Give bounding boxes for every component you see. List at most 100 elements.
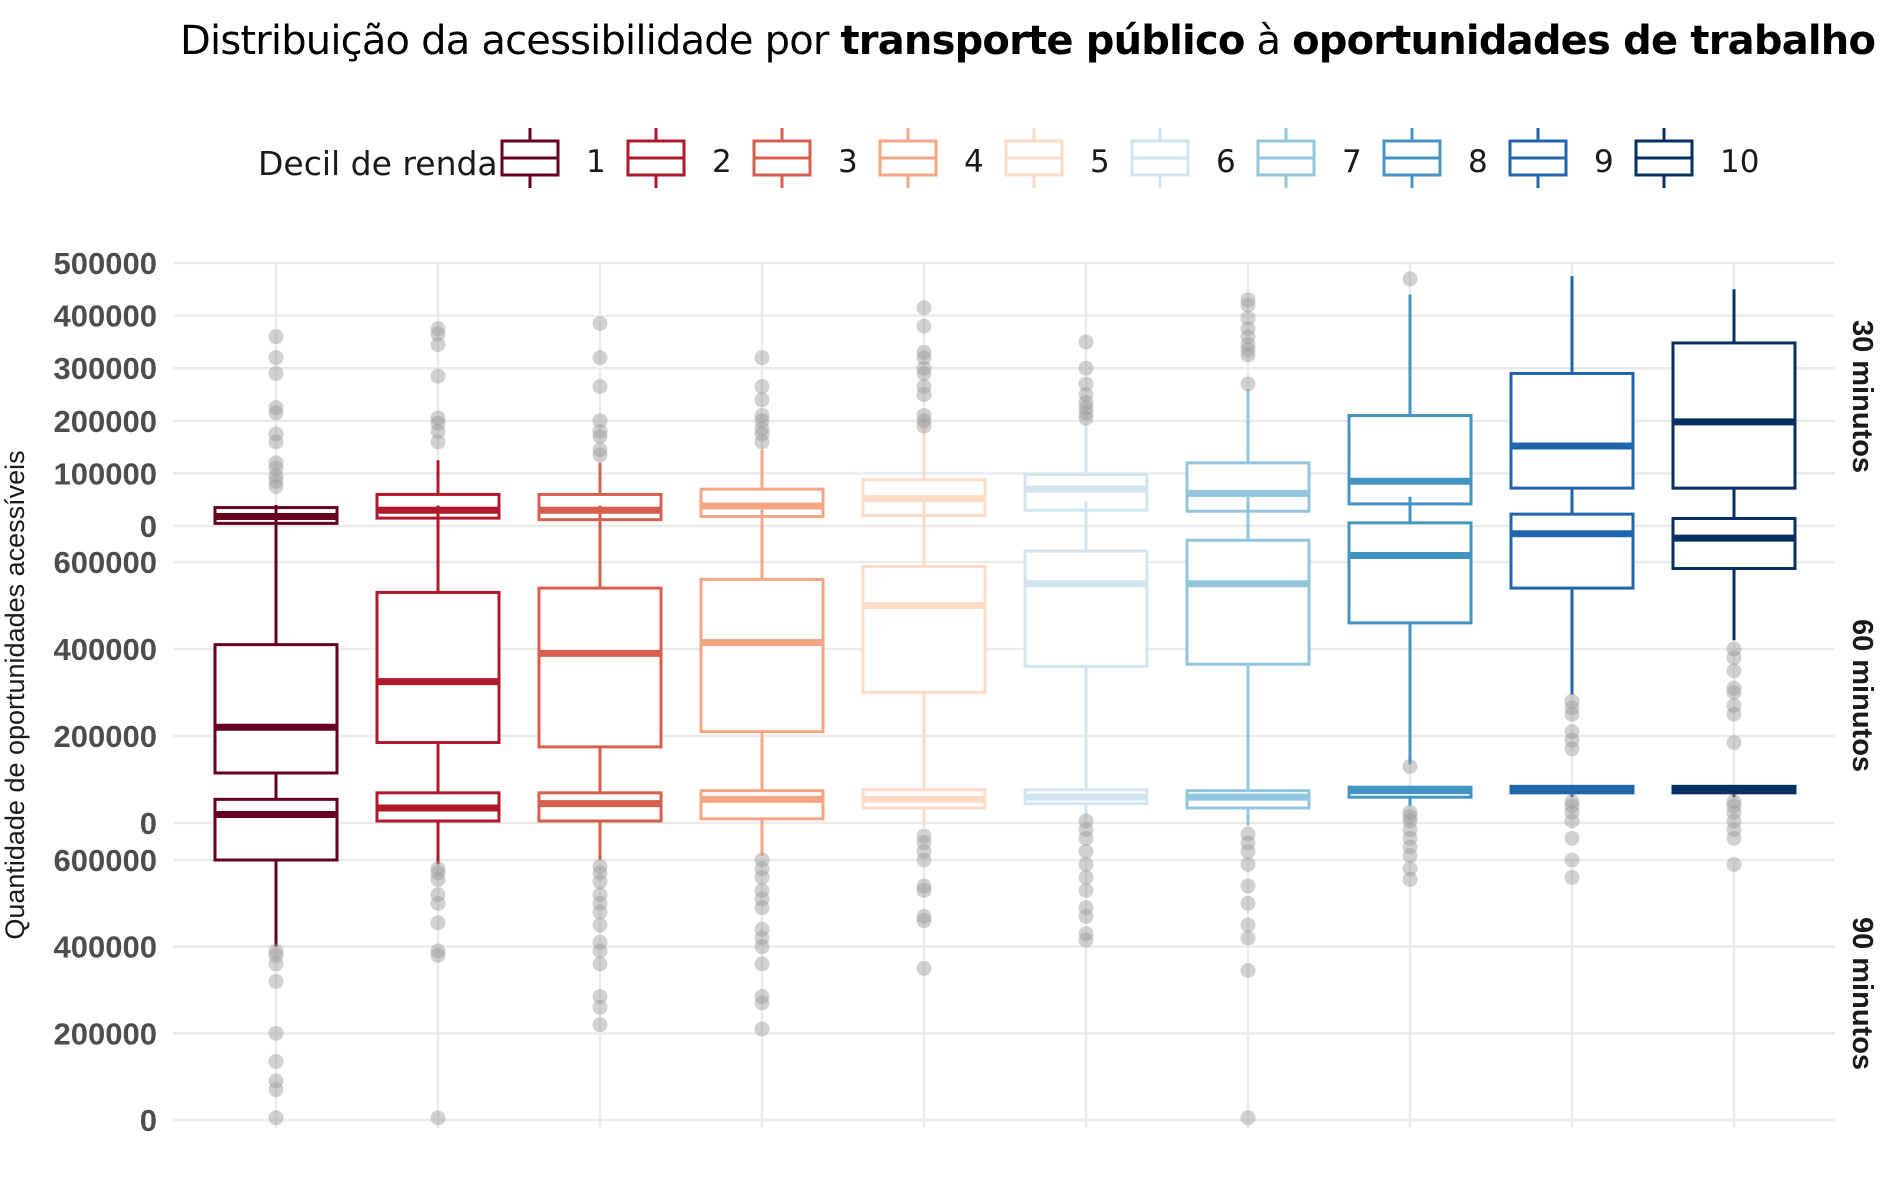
y-tick-label: 0 (140, 509, 157, 544)
outlier-point (754, 852, 770, 868)
legend-title: Decil de renda (258, 144, 498, 183)
outlier-point (754, 379, 770, 395)
outlier-point (592, 442, 608, 458)
box-decil-6 (1023, 334, 1149, 526)
facet-strip-label: 60 minutos (1846, 619, 1878, 772)
outlier-point (1726, 706, 1742, 722)
y-tick-label: 200000 (54, 719, 157, 754)
box-iqr (375, 590, 501, 745)
outlier-point (430, 434, 446, 450)
outlier-point (1240, 963, 1256, 978)
outlier-point (1078, 394, 1094, 410)
outlier-point (268, 426, 284, 442)
outlier-point (592, 865, 608, 881)
outlier-point (268, 365, 284, 381)
outlier-point (1726, 698, 1742, 714)
outlier-point (1078, 360, 1094, 376)
title-part-4: oportunidades de trabalho (1292, 18, 1876, 64)
outlier-point (1726, 735, 1742, 751)
outlier-point (754, 408, 770, 424)
outlier-point (1078, 830, 1094, 846)
outlier-point (1078, 900, 1094, 916)
box-iqr (213, 797, 339, 862)
outlier-point (592, 379, 608, 395)
outlier-point (916, 387, 932, 402)
title-part-2: transporte público (840, 18, 1245, 64)
legend-label: 7 (1342, 144, 1362, 180)
outlier-point (268, 943, 284, 959)
outlier-point (430, 895, 446, 911)
outlier-point (1078, 932, 1094, 948)
box-iqr (1509, 512, 1635, 590)
outlier-point (1240, 376, 1256, 392)
box-decil-9 (1509, 784, 1635, 885)
outlier-point (430, 943, 446, 959)
outlier-point (1726, 804, 1742, 820)
box-iqr (1671, 517, 1797, 571)
box-iqr (1023, 549, 1149, 668)
outlier-point (916, 300, 932, 316)
y-tick-label: 500000 (54, 246, 157, 281)
outlier-point (1726, 830, 1742, 846)
outlier-point (1726, 641, 1742, 657)
outlier-point (1240, 310, 1256, 326)
outlier-point (754, 891, 770, 907)
outlier-point (268, 1082, 284, 1098)
outlier-point (1240, 321, 1256, 337)
outlier-point (1240, 856, 1256, 872)
outlier-point (1564, 869, 1580, 885)
outlier-point (916, 913, 932, 929)
outlier-point (268, 455, 284, 471)
box-decil-4 (699, 509, 825, 813)
outlier-point (268, 329, 284, 345)
outlier-point (430, 415, 446, 431)
outlier-point (268, 468, 284, 484)
outlier-point (916, 908, 932, 924)
box-iqr (1347, 521, 1473, 625)
y-tick-label: 600000 (54, 545, 157, 580)
outlier-point (268, 956, 284, 972)
box-decil-2 (375, 505, 501, 823)
box-iqr (1185, 538, 1311, 666)
outlier-point (430, 947, 446, 963)
box-iqr (861, 564, 987, 694)
outlier-point (1240, 878, 1256, 894)
y-tick-label: 200000 (54, 1016, 157, 1051)
outlier-point (1240, 337, 1256, 353)
outlier-point (916, 878, 932, 894)
outlier-point (916, 835, 932, 851)
outlier-point (268, 973, 284, 989)
outlier-point (754, 956, 770, 972)
outlier-point (430, 915, 446, 931)
box-decil-9 (1509, 496, 1635, 757)
legend-label: 6 (1216, 144, 1236, 180)
legend-label: 2 (712, 144, 732, 180)
legend-entry: 3 (752, 128, 858, 188)
legend-label: 9 (1594, 144, 1614, 180)
outlier-point (592, 999, 608, 1015)
y-tick-label: 100000 (54, 456, 157, 491)
legend-entry: 2 (626, 128, 732, 188)
outlier-point (916, 365, 932, 381)
outlier-point (1564, 830, 1580, 846)
outlier-point (754, 921, 770, 937)
outlier-point (1402, 822, 1418, 838)
legend-label: 8 (1468, 144, 1488, 180)
outlier-point (1402, 872, 1418, 887)
outlier-point (268, 1025, 284, 1041)
title-part-1: Distribuição da acessibilidade por (180, 18, 841, 64)
outlier-point (1078, 376, 1094, 392)
outlier-point (1240, 1110, 1256, 1126)
outlier-point (1402, 271, 1418, 287)
outlier-point (592, 859, 608, 874)
outlier-point (430, 423, 446, 439)
outlier-point (1240, 930, 1256, 946)
outlier-point (1402, 861, 1418, 877)
outlier-point (754, 900, 770, 916)
legend-label: 1 (586, 144, 606, 180)
box-decil-7 (1185, 292, 1311, 526)
outlier-point (1402, 758, 1418, 774)
outlier-point (268, 479, 284, 495)
outlier-point (1240, 826, 1256, 842)
